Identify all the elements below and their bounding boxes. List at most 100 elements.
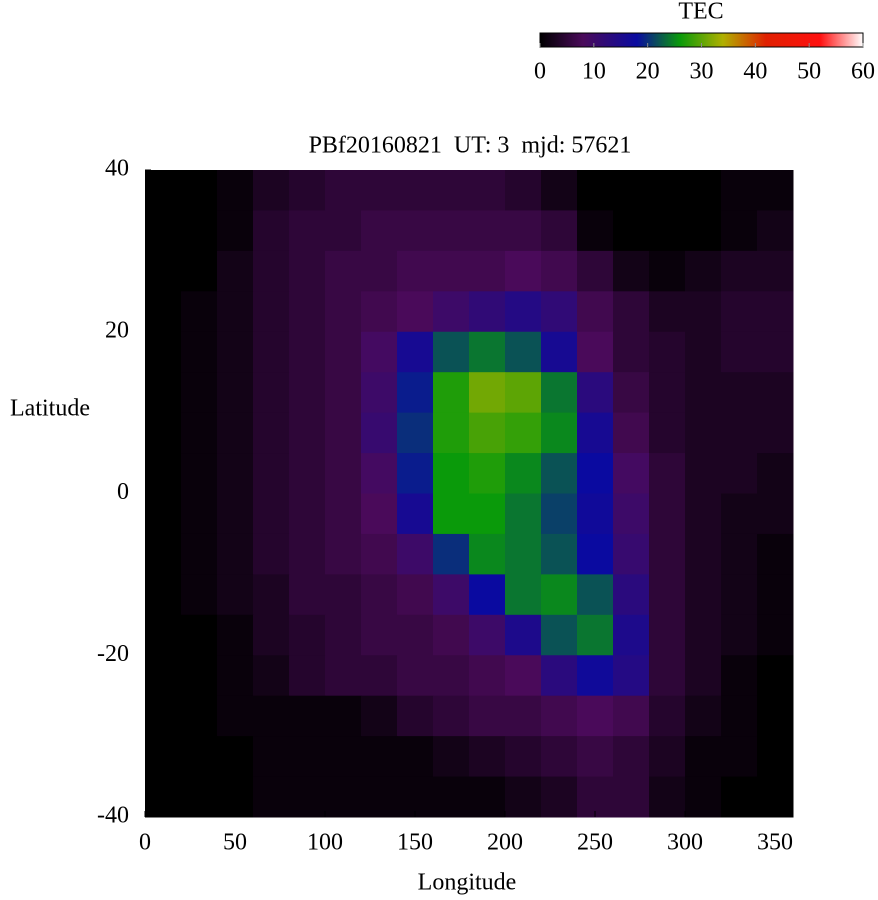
heatmap-cell [361,291,398,333]
heatmap-cell [649,574,686,616]
heatmap-cell [577,291,614,333]
heatmap-cell [145,736,182,778]
heatmap-cell [469,372,506,414]
heatmap-cell [577,614,614,656]
heatmap-cell [181,695,218,737]
heatmap-cell [361,533,398,575]
heatmap-cell [289,291,326,333]
heatmap-cell [181,170,218,211]
heatmap-cell [145,655,182,697]
heatmap-cell [649,372,686,414]
heatmap-cell [433,533,470,575]
heatmap-cell [469,453,506,494]
heatmap-cell [181,655,218,697]
heatmap-cell [145,614,182,656]
heatmap-cell [289,533,326,575]
heatmap-cell [613,250,650,292]
heatmap-cell [613,493,650,535]
heatmap-cell [433,170,470,211]
heatmap-cell [325,614,362,656]
heatmap-cell [325,574,362,616]
heatmap-cell [433,331,470,373]
heatmap-cell [289,331,326,373]
heatmap-cell [541,250,578,292]
heatmap-cell [505,695,542,737]
heatmap-cell [721,250,758,292]
heatmap-cell [649,453,686,494]
heatmap-cell [469,170,506,211]
heatmap-cell [469,736,506,778]
heatmap-cell [289,574,326,616]
heatmap-cell [181,372,218,414]
heatmap-cell [541,695,578,737]
heatmap-cell [685,614,722,656]
heatmap-cell [181,574,218,616]
x-tick-label: 250 [577,830,613,856]
heatmap-cell [469,655,506,697]
heatmap-cell [217,533,254,575]
heatmap-cell [469,210,506,252]
heatmap-cell [577,574,614,616]
y-tick-label: 0 [117,479,129,505]
heatmap-cell [397,655,434,697]
heatmap-cell [757,695,794,737]
y-tick-label: -20 [97,641,129,667]
heatmap-cell [361,655,398,697]
heatmap-cell [721,493,758,535]
heatmap-cell [505,533,542,575]
heatmap-cell [577,655,614,697]
heatmap-cell [505,453,542,494]
heatmap-cell [721,372,758,414]
heatmap-cell [361,331,398,373]
heatmap-cell [145,210,182,252]
heatmap-cell [649,170,686,211]
heatmap-cell [469,614,506,656]
heatmap-cell [613,170,650,211]
heatmap-cell [721,412,758,454]
heatmap-cell [397,291,434,333]
heatmap-cell [289,170,326,211]
heatmap-cell [685,655,722,697]
heatmap-cell [541,574,578,616]
x-tick-label: 300 [667,830,703,856]
heatmap-cell [361,412,398,454]
heatmap-cell [541,493,578,535]
heatmap-cell [253,574,290,616]
heatmap-cell [757,776,794,818]
heatmap-cell [361,372,398,414]
heatmap-cell [181,331,218,373]
heatmap-cell [577,372,614,414]
heatmap-cell [541,776,578,818]
heatmap-cell [649,655,686,697]
heatmap-cell [253,372,290,414]
heatmap-cell [145,372,182,414]
heatmap-cell [613,291,650,333]
heatmap-cell [325,210,362,252]
heatmap-cell [217,453,254,494]
heatmap-cell [253,493,290,535]
heatmap-cell [253,291,290,333]
heatmap-cell [469,331,506,373]
heatmap-cell [433,412,470,454]
heatmap-cell [181,776,218,818]
heatmap-cell [253,776,290,818]
heatmap-cell [289,210,326,252]
heatmap-cell [721,574,758,616]
heatmap-cell [289,412,326,454]
heatmap-cell [181,291,218,333]
heatmap-cell [361,695,398,737]
heatmap-cell [433,372,470,414]
heatmap-cell [253,250,290,292]
heatmap-cell [685,776,722,818]
heatmap-cell [469,493,506,535]
heatmap-cell [397,614,434,656]
heatmap-cell [361,736,398,778]
chart-title: PBf20160821 UT: 3 mjd: 57621 [309,133,632,159]
heatmap-cell [685,412,722,454]
heatmap-cell [505,736,542,778]
heatmap-cell [541,655,578,697]
heatmap-cell [469,291,506,333]
heatmap-cell [325,291,362,333]
heatmap-cell [685,372,722,414]
heatmap-cell [145,776,182,818]
